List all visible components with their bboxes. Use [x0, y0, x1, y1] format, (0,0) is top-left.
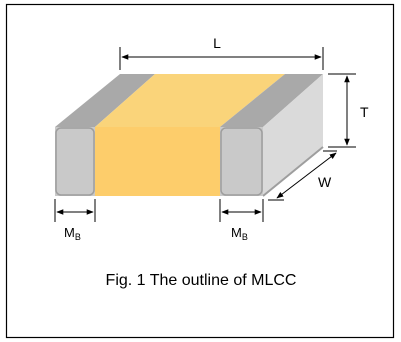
front-terminal-left — [55, 127, 95, 196]
mlcc-chip — [55, 74, 324, 197]
length-dimension: L — [119, 35, 324, 70]
figure-border — [5, 3, 395, 339]
width-dimension: W — [268, 150, 337, 201]
front-body-face — [95, 127, 220, 196]
band-label-left-sub: B — [75, 232, 81, 242]
width-label: W — [318, 174, 332, 190]
band-label-left: MB — [64, 225, 81, 242]
length-label: L — [213, 35, 221, 51]
top-body-face — [95, 74, 285, 127]
band-label-right: MB — [231, 225, 248, 242]
top-terminal-right — [220, 74, 323, 127]
band-label-right-sub: B — [242, 232, 248, 242]
band-dimension-right: MB — [219, 199, 264, 242]
thickness-label: T — [360, 104, 369, 120]
front-terminal-right — [220, 127, 263, 196]
band-label-left-main: M — [64, 225, 75, 240]
top-terminal-left — [55, 74, 155, 127]
band-label-right-main: M — [231, 225, 242, 240]
figure-caption: Fig. 1 The outline of MLCC — [106, 272, 297, 289]
thickness-dimension: T — [328, 73, 369, 148]
band-dimension-left: MB — [54, 199, 96, 242]
